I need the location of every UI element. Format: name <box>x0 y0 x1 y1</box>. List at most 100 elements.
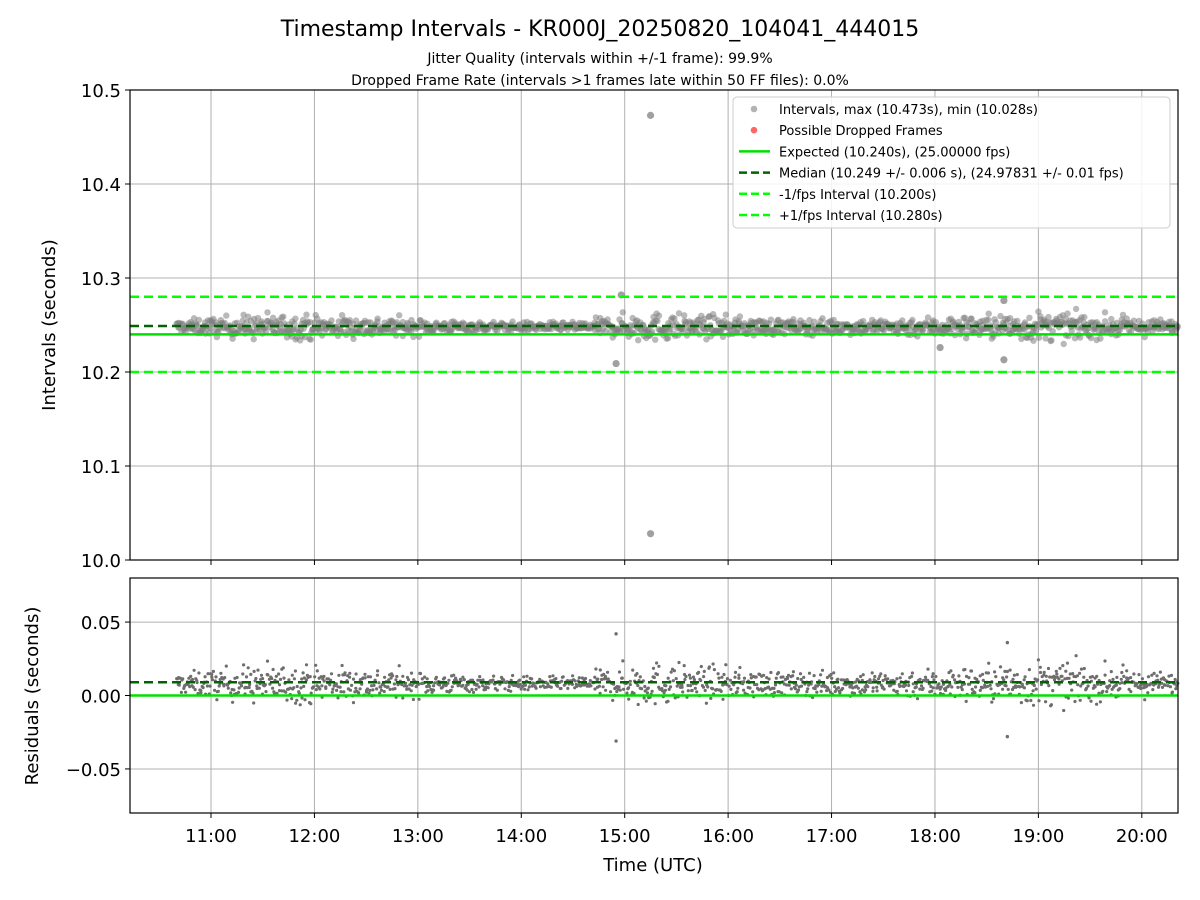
residual-point <box>309 702 313 706</box>
residual-point <box>266 673 270 677</box>
interval-point <box>1101 309 1109 316</box>
residual-point <box>392 682 396 686</box>
residual-point <box>400 682 404 687</box>
residual-point <box>476 678 480 682</box>
residual-point <box>249 672 253 677</box>
interval-point <box>664 334 672 342</box>
residual-point <box>749 673 753 677</box>
residual-point <box>377 681 381 685</box>
bottom-y-axis-label: Residuals (seconds) <box>22 607 43 786</box>
residual-point <box>1061 664 1065 668</box>
residual-point <box>301 671 305 675</box>
residual-point <box>988 683 992 687</box>
residual-point <box>772 691 777 695</box>
residual-point <box>907 683 911 688</box>
legend-box <box>732 96 1171 229</box>
residual-point <box>596 677 600 681</box>
residual-point <box>1169 673 1174 678</box>
interval-point <box>352 317 360 324</box>
residual-point <box>408 683 412 687</box>
residual-point <box>939 685 943 689</box>
residual-point <box>625 691 629 695</box>
residual-point <box>1022 686 1026 690</box>
interval-point <box>681 312 688 319</box>
residual-point <box>994 675 998 679</box>
residual-point <box>701 685 706 689</box>
residual-point <box>767 685 771 689</box>
residual-point <box>538 677 542 681</box>
residual-point <box>668 685 673 689</box>
residual-point <box>975 677 979 682</box>
residual-point <box>964 674 969 679</box>
residual-point <box>368 688 372 693</box>
interval-point <box>619 309 626 316</box>
residual-point <box>354 686 358 690</box>
interval-point <box>899 317 906 324</box>
residual-point <box>357 691 361 695</box>
residual-point <box>1078 698 1082 702</box>
residual-point <box>560 679 564 683</box>
residual-point <box>518 678 522 682</box>
residual-point <box>242 663 246 667</box>
residual-point <box>836 686 841 690</box>
interval-point <box>1097 335 1104 342</box>
residual-point <box>904 689 909 693</box>
residual-point <box>799 684 804 688</box>
residual-point <box>669 670 673 674</box>
residual-point <box>1012 673 1017 677</box>
residual-point <box>530 677 534 681</box>
interval-point <box>1072 305 1080 313</box>
residual-point <box>690 688 694 693</box>
residual-point <box>314 663 318 667</box>
residual-point <box>397 664 401 668</box>
residual-point <box>201 686 205 690</box>
residual-point <box>749 676 753 680</box>
residual-point <box>820 668 825 672</box>
residual-point <box>762 673 766 677</box>
residual-point <box>620 676 624 680</box>
residual-point <box>781 675 785 679</box>
residual-point <box>343 671 347 675</box>
residual-point <box>525 674 529 678</box>
interval-outlier-point <box>1000 356 1008 364</box>
residual-point <box>254 676 258 681</box>
residual-point <box>712 668 717 672</box>
residual-point <box>1079 684 1083 688</box>
residual-point <box>895 677 899 681</box>
residual-point <box>1051 689 1055 693</box>
residual-point <box>197 671 201 675</box>
x-tick-label: 14:00 <box>495 826 547 847</box>
residual-point <box>570 682 575 687</box>
residual-point <box>1005 675 1009 679</box>
interval-point <box>264 309 271 316</box>
residual-point <box>1143 698 1147 702</box>
residual-point <box>271 667 275 672</box>
residual-point <box>210 675 214 679</box>
residual-point <box>1029 698 1033 703</box>
interval-point <box>1108 315 1115 323</box>
residual-point <box>646 686 650 690</box>
residual-point <box>1135 682 1139 686</box>
residual-point <box>277 683 282 687</box>
residual-point <box>688 684 693 688</box>
residual-point <box>716 672 720 676</box>
residual-point <box>566 686 570 691</box>
residual-point <box>1158 670 1162 674</box>
residual-point <box>315 669 319 673</box>
residual-point <box>628 683 632 687</box>
residual-point <box>911 690 915 694</box>
residual-point <box>348 671 352 675</box>
residual-point <box>295 698 299 702</box>
residual-point <box>944 688 948 693</box>
residual-point <box>720 675 724 679</box>
interval-point <box>1087 334 1095 342</box>
residual-point <box>461 675 465 679</box>
residual-point <box>1090 675 1094 679</box>
residual-point <box>208 684 212 688</box>
residual-point <box>358 687 362 691</box>
residual-point <box>769 670 773 675</box>
residual-point <box>663 688 668 692</box>
residual-point <box>674 677 678 681</box>
residual-point <box>320 684 324 688</box>
residual-point <box>602 672 606 677</box>
